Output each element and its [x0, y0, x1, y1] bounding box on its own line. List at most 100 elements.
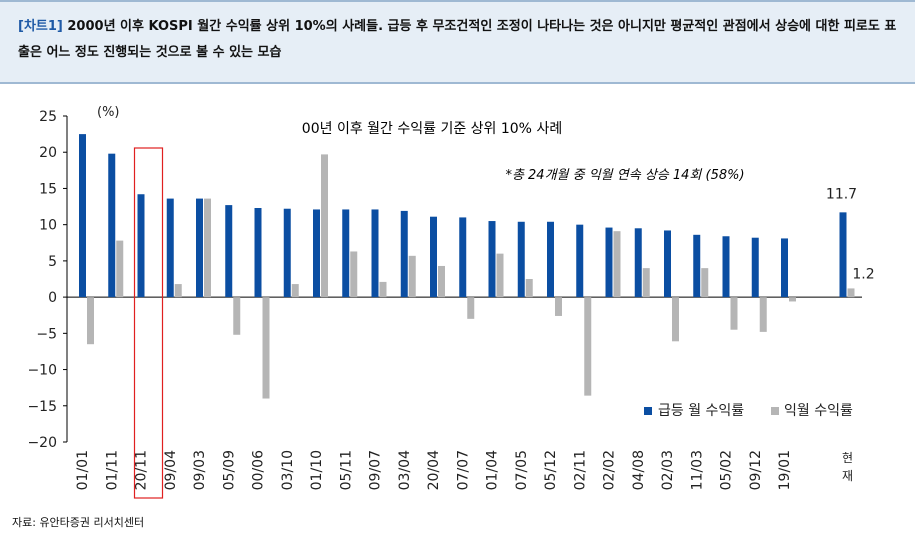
x-tick-label: 05/09: [221, 450, 237, 490]
bar-secondary: [291, 284, 299, 298]
bar-primary: [166, 198, 174, 298]
x-tick-label: 03/04: [397, 450, 413, 490]
x-tick-label: 05/11: [338, 450, 354, 490]
bar-secondary: [408, 255, 416, 298]
y-tick-label: −10: [27, 363, 57, 379]
x-tick-label: 19/01: [777, 450, 793, 490]
bar-secondary: [496, 253, 504, 298]
bar-primary: [576, 224, 584, 298]
y-unit-label: (%): [97, 105, 120, 120]
bar-primary: [283, 208, 291, 298]
bar-secondary: [672, 297, 679, 342]
bar-primary: [781, 238, 788, 298]
bar-primary: [137, 194, 145, 298]
y-tick-label: 10: [39, 218, 57, 234]
bar-secondary: [174, 284, 182, 298]
bar-primary: [664, 230, 671, 298]
bar-primary: [254, 208, 262, 298]
bar-secondary: [350, 251, 358, 298]
bar-secondary: [438, 265, 445, 298]
chart-description: 2000년 이후 KOSPI 월간 수익률 상위 10%의 사례들. 급등 후 …: [18, 19, 897, 60]
x-tick-label: 02/02: [602, 450, 618, 490]
data-label-secondary: 1.2: [852, 266, 874, 282]
bar-primary: [79, 134, 86, 298]
x-tick-label: 07/05: [514, 450, 530, 490]
bar-primary: [225, 205, 233, 298]
bar-primary: [693, 234, 701, 298]
bar-primary: [108, 153, 116, 298]
x-tick-label: 02/03: [660, 450, 676, 490]
x-tick-label: 02/11: [572, 450, 588, 490]
bar-secondary: [613, 231, 621, 298]
y-tick-label: −20: [27, 435, 57, 451]
y-tick-label: 5: [48, 254, 57, 270]
bar-secondary: [116, 240, 124, 298]
bar-primary: [430, 216, 437, 298]
bar-primary: [196, 198, 203, 298]
bar-primary: [400, 210, 408, 298]
bar-primary: [459, 217, 467, 298]
bar-primary: [634, 228, 642, 298]
data-label-primary: 11.7: [826, 186, 857, 202]
x-tick-label: 05/02: [719, 450, 735, 490]
x-tick-label: 09/12: [748, 450, 764, 490]
bar-primary: [751, 237, 759, 298]
bar-secondary: [701, 268, 709, 298]
x-tick-label: 현: [842, 451, 853, 465]
chart-labels: (%) 00년 이후 월간 수익률 기준 상위 10% 사례 *총 24개월 중 익…: [75, 105, 875, 499]
legend-label-secondary: 익월 수익률: [784, 403, 853, 419]
bar-secondary: [87, 297, 94, 345]
x-tick-label: 01/04: [485, 450, 501, 490]
chart-axes: 25 20 15 10 5 0 −5 −10 −15 −20: [27, 109, 862, 451]
y-tick-label: 15: [39, 181, 57, 197]
bar-secondary: [730, 297, 738, 330]
bar-primary: [313, 209, 320, 298]
y-tick-label: 25: [39, 109, 57, 125]
bar-secondary: [789, 297, 796, 302]
bar-primary: [371, 209, 379, 298]
legend-swatch-primary: [644, 407, 652, 415]
legend-swatch-secondary: [771, 407, 779, 415]
y-tick-label: −15: [27, 399, 57, 415]
x-tick-label: 05/12: [543, 450, 559, 490]
y-tick-label: 0: [48, 290, 57, 306]
x-tick-label: 09/03: [192, 450, 208, 490]
x-tick-label: 01/01: [75, 450, 91, 490]
bar-primary: [342, 209, 350, 298]
chart-tag: [차트1]: [18, 19, 63, 34]
x-tick-label: 03/10: [280, 450, 296, 490]
x-tick-label: 09/04: [163, 450, 179, 490]
bar-primary: [722, 236, 730, 298]
chart-header: [차트1] 2000년 이후 KOSPI 월간 수익률 상위 10%의 사례들.…: [0, 0, 915, 84]
bar-secondary: [233, 297, 241, 335]
x-tick-label: 20/11: [134, 450, 150, 490]
bar-secondary: [642, 268, 650, 298]
chart-caption: [차트1] 2000년 이후 KOSPI 월간 수익률 상위 10%의 사례들.…: [18, 14, 898, 66]
y-tick-label: −5: [36, 326, 57, 342]
chart-annotation: *총 24개월 중 익월 연속 상승 14회 (58%): [505, 168, 744, 183]
chart-legend: 급등 월 수익률 익월 수익률: [644, 403, 853, 419]
source-note: 자료: 유안타증권 리서치센터: [12, 516, 145, 529]
bar-secondary: [379, 281, 387, 298]
chart-title: 00년 이후 월간 수익률 기준 상위 10% 사례: [302, 121, 562, 137]
bar-secondary: [584, 297, 592, 396]
chart-bars: [79, 134, 855, 399]
x-tick-label: 07/07: [455, 450, 471, 490]
bar-secondary: [204, 198, 211, 298]
bar-primary: [839, 212, 847, 298]
bar-secondary: [555, 297, 562, 316]
x-tick-label: 재: [842, 469, 853, 483]
y-tick-label: 20: [39, 145, 57, 161]
x-tick-label: 01/10: [309, 450, 325, 490]
x-tick-label: 00/06: [251, 450, 267, 490]
x-tick-label: 04/08: [631, 450, 647, 490]
bar-primary: [605, 227, 613, 298]
highlight-box: [133, 147, 164, 499]
bar-secondary: [321, 154, 328, 298]
bar-primary: [488, 221, 496, 298]
bar-secondary: [467, 297, 475, 319]
bar-secondary: [759, 297, 767, 332]
legend-label-primary: 급등 월 수익률: [658, 403, 744, 419]
x-tick-label: 09/07: [368, 450, 384, 490]
bar-secondary: [847, 288, 855, 298]
